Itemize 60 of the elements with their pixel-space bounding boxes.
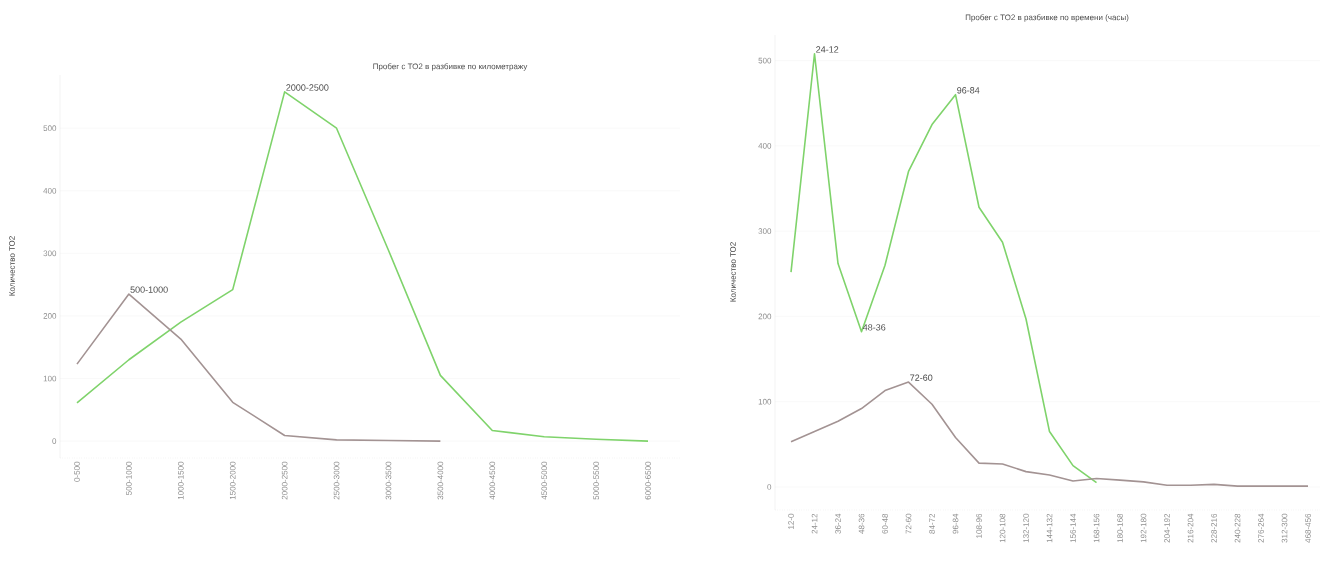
annotation: 2000-2500 bbox=[286, 84, 329, 91]
annotation: 48-36 bbox=[862, 324, 886, 331]
x-tick-label: 240-228 bbox=[1234, 513, 1241, 543]
x-tick-label: 168-156 bbox=[1093, 513, 1100, 543]
x-tick-label: 3000-3500 bbox=[385, 461, 392, 500]
y-tick-label: 400 bbox=[758, 143, 772, 149]
y-tick-label: 0 bbox=[52, 438, 57, 444]
x-tick-label: 2500-3000 bbox=[333, 461, 340, 500]
x-tick-label: 204-192 bbox=[1164, 513, 1170, 543]
y-axis-title: Количество ТО2 bbox=[730, 242, 736, 302]
y-tick-label: 100 bbox=[758, 398, 772, 405]
x-tick-label: 72-60 bbox=[905, 513, 912, 534]
y-tick-label: 300 bbox=[758, 228, 772, 234]
x-tick-label: 132-120 bbox=[1023, 513, 1029, 543]
annotation: 24-12 bbox=[816, 46, 839, 53]
x-tick-label: 144-132 bbox=[1046, 513, 1053, 543]
y-tick-label: 0 bbox=[767, 484, 772, 490]
x-tick-label: 1000-1500 bbox=[177, 461, 184, 500]
y-tick-label: 200 bbox=[758, 313, 772, 320]
x-tick-label: 276-264 bbox=[1258, 513, 1264, 543]
y-tick-label: 100 bbox=[43, 375, 57, 382]
x-tick-label: 6000-6500 bbox=[645, 461, 651, 500]
x-tick-label: 180-168 bbox=[1117, 513, 1123, 543]
x-tick-label: 3500-4000 bbox=[437, 461, 444, 500]
x-tick-label: 228-216 bbox=[1211, 513, 1217, 543]
x-tick-label: 4500-5000 bbox=[541, 461, 548, 500]
chart-title: Пробег с ТО2 в разбивке по времени (часы) bbox=[965, 14, 1129, 22]
y-tick-label: 500 bbox=[758, 57, 772, 64]
annotation: 72-60 bbox=[910, 374, 933, 381]
x-tick-label: 1500-2000 bbox=[229, 461, 236, 500]
x-tick-label: 216-204 bbox=[1187, 513, 1194, 543]
x-tick-label: 500-1000 bbox=[126, 461, 132, 496]
line-series bbox=[76, 293, 442, 442]
x-tick-label: 24-12 bbox=[811, 513, 818, 534]
x-tick-label: 108-96 bbox=[976, 513, 982, 538]
x-tick-label: 84-72 bbox=[929, 513, 935, 534]
x-tick-label: 60-48 bbox=[882, 513, 888, 534]
line-series bbox=[790, 52, 1098, 484]
x-tick-label: 4000-4500 bbox=[489, 461, 496, 500]
y-tick-label: 500 bbox=[43, 125, 57, 132]
x-tick-label: 36-24 bbox=[835, 513, 841, 534]
y-tick-label: 400 bbox=[43, 187, 57, 194]
x-tick-label: 5000-5500 bbox=[593, 461, 599, 500]
y-tick-label: 300 bbox=[43, 250, 57, 257]
y-tick-label: 200 bbox=[43, 313, 57, 319]
x-tick-label: 468-456 bbox=[1305, 513, 1311, 543]
line-series bbox=[76, 91, 649, 442]
x-tick-label: 120-108 bbox=[999, 513, 1006, 543]
x-tick-label: 0-500 bbox=[74, 461, 80, 482]
annotation: 500-1000 bbox=[130, 286, 168, 293]
x-tick-label: 312-300 bbox=[1281, 513, 1288, 543]
chart-title: Пробег с ТО2 в разбивке по километражу bbox=[373, 63, 528, 71]
x-tick-label: 2000-2500 bbox=[281, 461, 288, 500]
y-axis-title: Количество ТО2 bbox=[9, 236, 15, 296]
x-tick-label: 12-0 bbox=[788, 513, 794, 529]
annotation: 96-84 bbox=[957, 87, 980, 94]
x-tick-label: 96-84 bbox=[952, 513, 959, 534]
x-tick-label: 192-180 bbox=[1140, 513, 1147, 543]
x-tick-label: 48-36 bbox=[858, 513, 865, 534]
x-tick-label: 156-144 bbox=[1070, 513, 1076, 543]
